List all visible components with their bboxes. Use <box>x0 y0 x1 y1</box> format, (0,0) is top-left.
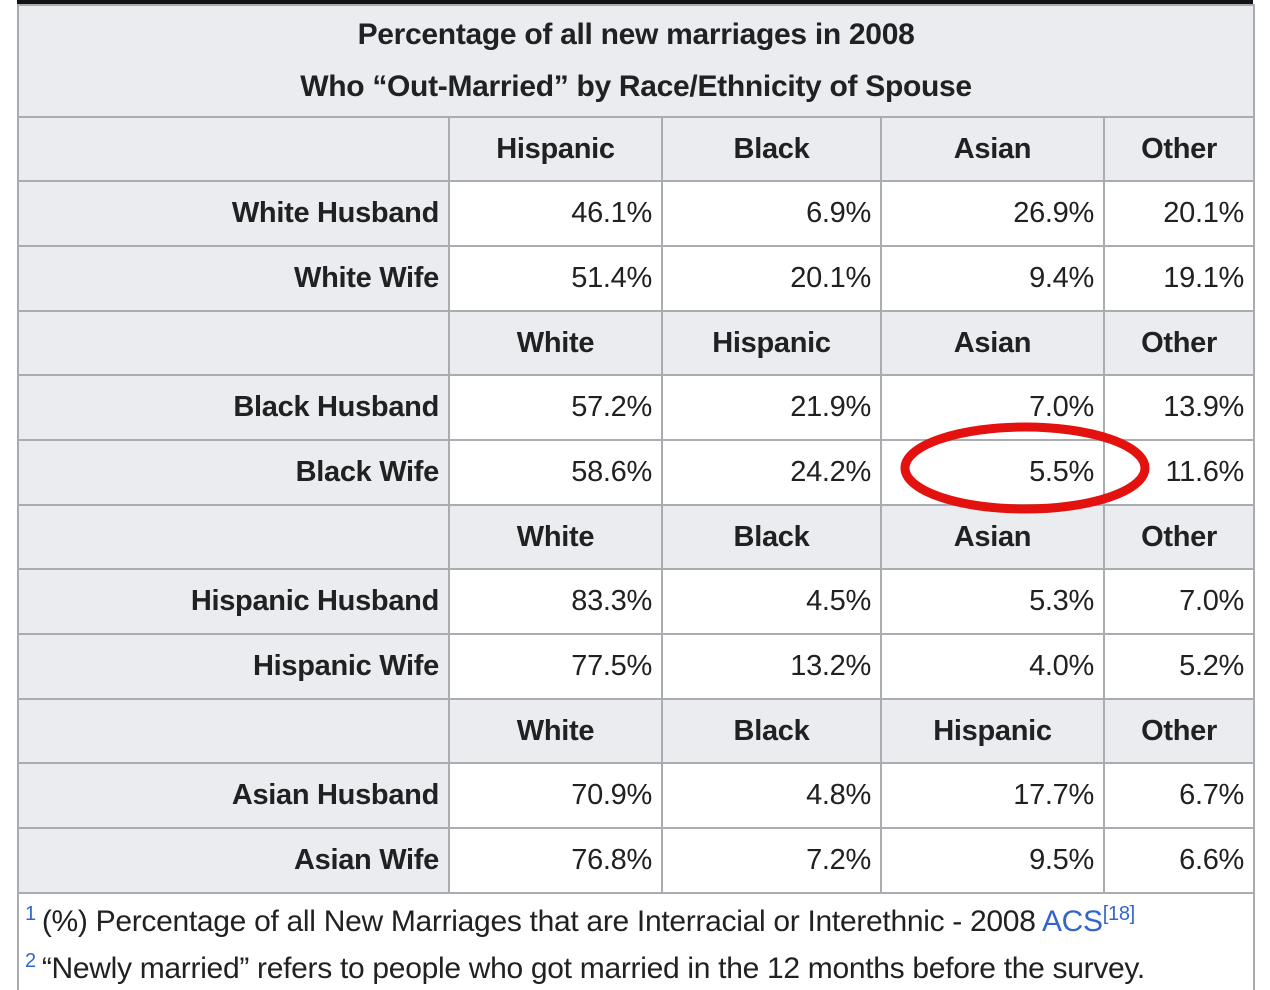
value-cell: 5.2% <box>1102 633 1256 700</box>
table-row: Hispanic Wife 77.5% 13.2% 4.0% 5.2% <box>17 633 1256 700</box>
column-header-white: White <box>448 310 663 376</box>
value-cell: 13.9% <box>1102 374 1256 441</box>
value-cell: 70.9% <box>448 762 663 829</box>
corner-cell-1 <box>17 116 450 182</box>
column-header-white: White <box>448 698 663 764</box>
value-cell: 21.9% <box>661 374 882 441</box>
column-header-other: Other <box>1102 504 1256 570</box>
table-row: Black Husband 57.2% 21.9% 7.0% 13.9% <box>17 374 1256 441</box>
value-cell: 57.2% <box>448 374 663 441</box>
value-cell: 20.1% <box>661 245 882 312</box>
row-label-asian-wife: Asian Wife <box>17 827 450 894</box>
value-cell: 13.2% <box>661 633 882 700</box>
column-header-hispanic: Hispanic <box>880 698 1105 764</box>
column-header-asian: Asian <box>880 504 1105 570</box>
value-cell: 6.6% <box>1102 827 1256 894</box>
value-cell: 83.3% <box>448 568 663 635</box>
value-cell: 4.0% <box>880 633 1105 700</box>
footnote-2-text: “Newly married” refers to people who got… <box>41 952 1145 985</box>
footnote-2-marker[interactable]: 2 <box>25 950 36 972</box>
value-cell: 77.5% <box>448 633 663 700</box>
value-cell: 24.2% <box>661 439 882 506</box>
value-cell: 19.1% <box>1102 245 1256 312</box>
column-header-black: Black <box>661 698 882 764</box>
column-header-other: Other <box>1102 116 1256 182</box>
row-label-hispanic-wife: Hispanic Wife <box>17 633 450 700</box>
table-container: Percentage of all new marriages in 2008 … <box>16 0 1256 990</box>
row-label-white-husband: White Husband <box>17 180 450 247</box>
value-cell: 4.5% <box>661 568 882 635</box>
corner-cell-2 <box>17 310 450 376</box>
footnote-2: 2 “Newly married” refers to people who go… <box>25 945 1253 990</box>
row-label-black-wife: Black Wife <box>17 439 450 506</box>
table-title-line-2: Who “Out-Married” by Race/Ethnicity of S… <box>300 70 972 103</box>
column-header-hispanic: Hispanic <box>448 116 663 182</box>
value-cell: 46.1% <box>448 180 663 247</box>
footnote-1-marker[interactable]: 1 <box>25 903 36 925</box>
value-cell: 9.5% <box>880 827 1105 894</box>
table-row: Black Wife 58.6% 24.2% 5.5% 11.6% <box>17 439 1256 506</box>
table-row: White Wife 51.4% 20.1% 9.4% 19.1% <box>17 245 1256 312</box>
value-cell: 7.2% <box>661 827 882 894</box>
column-header-black: Black <box>661 504 882 570</box>
column-header-asian: Asian <box>880 310 1105 376</box>
table-row: Hispanic Husband 83.3% 4.5% 5.3% 7.0% <box>17 568 1256 635</box>
column-header-other: Other <box>1102 310 1256 376</box>
value-cell: 6.7% <box>1102 762 1256 829</box>
table-row: White Husband 46.1% 6.9% 26.9% 20.1% <box>17 180 1256 247</box>
value-cell: 20.1% <box>1102 180 1256 247</box>
value-cell: 11.6% <box>1102 439 1256 506</box>
footnote-1: 1 (%) Percentage of all New Marriages tha… <box>25 898 1253 945</box>
column-header-asian: Asian <box>880 116 1105 182</box>
table-row: Asian Husband 70.9% 4.8% 17.7% 6.7% <box>17 762 1256 829</box>
column-header-other: Other <box>1102 698 1256 764</box>
acs-link[interactable]: ACS <box>1041 905 1103 938</box>
footnote-1-text: (%) Percentage of all New Marriages that… <box>41 905 1042 938</box>
citation-18-ref[interactable]: [18] <box>1102 903 1135 925</box>
value-cell: 58.6% <box>448 439 663 506</box>
corner-cell-4 <box>17 698 450 764</box>
out-marriage-table: Percentage of all new marriages in 2008 … <box>16 4 1256 990</box>
footnotes-section: 1 (%) Percentage of all New Marriages tha… <box>16 892 1256 990</box>
value-cell: 5.3% <box>880 568 1105 635</box>
column-header-black: Black <box>661 116 882 182</box>
table-title-line-1: Percentage of all new marriages in 2008 <box>357 18 915 51</box>
value-cell: 76.8% <box>448 827 663 894</box>
value-cell: 9.4% <box>880 245 1105 312</box>
table-row: Asian Wife 76.8% 7.2% 9.5% 6.6% <box>17 827 1256 894</box>
value-cell: 7.0% <box>1102 568 1256 635</box>
value-cell-circled: 5.5% <box>880 439 1105 506</box>
row-label-white-wife: White Wife <box>17 245 450 312</box>
value-cell: 6.9% <box>661 180 882 247</box>
table-title: Percentage of all new marriages in 2008 … <box>16 4 1256 118</box>
value-cell: 17.7% <box>880 762 1105 829</box>
value-cell: 7.0% <box>880 374 1105 441</box>
row-label-black-husband: Black Husband <box>17 374 450 441</box>
value-cell: 4.8% <box>661 762 882 829</box>
row-label-asian-husband: Asian Husband <box>17 762 450 829</box>
value-cell: 51.4% <box>448 245 663 312</box>
corner-cell-3 <box>17 504 450 570</box>
row-label-hispanic-husband: Hispanic Husband <box>17 568 450 635</box>
column-header-hispanic: Hispanic <box>661 310 882 376</box>
value-cell: 26.9% <box>880 180 1105 247</box>
column-header-white: White <box>448 504 663 570</box>
